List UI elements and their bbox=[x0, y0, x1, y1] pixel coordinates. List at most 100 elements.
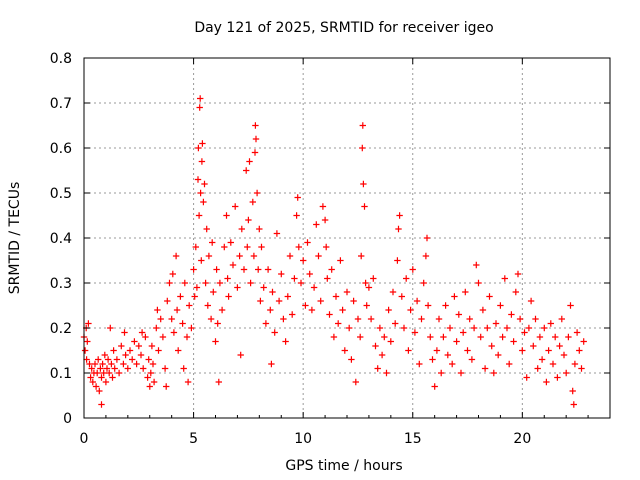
data-point bbox=[243, 167, 250, 174]
data-point bbox=[249, 198, 256, 206]
data-point bbox=[363, 302, 370, 309]
x-tick-labels: 0 5 10 15 20 bbox=[80, 431, 532, 447]
data-point bbox=[405, 347, 412, 354]
data-point bbox=[169, 270, 176, 278]
data-point bbox=[460, 329, 467, 336]
data-point bbox=[264, 266, 272, 273]
data-point bbox=[470, 324, 478, 332]
data-point bbox=[120, 360, 127, 368]
data-point bbox=[378, 351, 386, 359]
data-point bbox=[240, 266, 248, 273]
data-point bbox=[196, 104, 203, 111]
data-point bbox=[323, 243, 330, 251]
data-point bbox=[431, 383, 438, 390]
data-point bbox=[294, 194, 301, 201]
data-point bbox=[161, 365, 169, 372]
data-point bbox=[510, 338, 517, 345]
data-point bbox=[521, 329, 528, 336]
y-tick-label: 0.4 bbox=[50, 231, 72, 247]
data-point bbox=[246, 158, 253, 165]
data-point bbox=[455, 311, 462, 318]
axis-ticks bbox=[83, 57, 610, 419]
data-point bbox=[343, 288, 351, 296]
data-point bbox=[326, 311, 333, 318]
data-point bbox=[150, 378, 158, 386]
data-point bbox=[138, 329, 146, 336]
data-point bbox=[435, 315, 443, 323]
plot-frame bbox=[83, 57, 611, 419]
data-point bbox=[89, 378, 96, 386]
data-point bbox=[238, 225, 245, 233]
data-point bbox=[221, 243, 228, 251]
x-tick-label: 20 bbox=[513, 431, 531, 447]
data-point bbox=[170, 329, 178, 336]
data-point bbox=[229, 261, 237, 269]
data-point bbox=[92, 383, 100, 390]
data-point bbox=[479, 306, 487, 314]
data-point bbox=[499, 333, 506, 341]
data-point bbox=[142, 333, 149, 341]
data-point bbox=[175, 347, 182, 354]
data-point bbox=[81, 347, 89, 354]
data-point bbox=[218, 306, 226, 314]
data-point bbox=[297, 279, 305, 287]
data-point bbox=[97, 365, 104, 372]
data-point bbox=[245, 216, 252, 224]
data-point bbox=[389, 288, 397, 296]
data-point bbox=[271, 329, 278, 336]
data-point bbox=[525, 324, 533, 332]
data-point bbox=[310, 284, 318, 291]
y-tick-label: 0.2 bbox=[50, 321, 72, 337]
data-point bbox=[201, 180, 208, 188]
data-point bbox=[365, 284, 373, 291]
data-point bbox=[154, 306, 161, 314]
data-point bbox=[346, 324, 353, 332]
data-point bbox=[358, 252, 365, 260]
data-point bbox=[108, 360, 115, 368]
data-point bbox=[209, 239, 216, 246]
data-point bbox=[416, 360, 423, 368]
data-point bbox=[429, 356, 436, 363]
data-point bbox=[341, 347, 348, 354]
data-point bbox=[166, 279, 173, 287]
data-point bbox=[100, 369, 107, 377]
data-point bbox=[200, 198, 207, 206]
x-tick-label: 5 bbox=[189, 431, 198, 447]
data-point bbox=[571, 360, 579, 368]
data-point bbox=[149, 360, 157, 368]
data-point bbox=[532, 315, 539, 323]
data-point bbox=[446, 324, 454, 332]
data-point bbox=[181, 279, 188, 287]
data-point bbox=[554, 374, 561, 381]
data-point bbox=[159, 333, 167, 341]
y-tick-label: 0.3 bbox=[50, 276, 72, 292]
data-point bbox=[282, 338, 289, 345]
data-point bbox=[519, 347, 526, 354]
data-point bbox=[317, 297, 324, 305]
data-point bbox=[205, 252, 213, 260]
data-point bbox=[234, 284, 241, 291]
data-point bbox=[306, 270, 313, 278]
data-point bbox=[413, 297, 421, 305]
data-point bbox=[348, 356, 355, 363]
data-point bbox=[168, 315, 175, 323]
data-point bbox=[98, 401, 105, 408]
x-tick-label: 10 bbox=[294, 431, 312, 447]
data-point bbox=[569, 387, 576, 395]
data-point bbox=[102, 378, 110, 386]
data-point bbox=[153, 324, 160, 332]
data-point bbox=[580, 338, 587, 345]
data-point bbox=[411, 329, 419, 336]
data-point bbox=[337, 257, 344, 264]
data-point bbox=[376, 324, 384, 332]
data-point bbox=[547, 320, 554, 327]
data-point bbox=[268, 360, 275, 368]
data-point bbox=[433, 347, 441, 354]
data-point bbox=[442, 302, 449, 309]
data-point bbox=[398, 293, 405, 300]
data-point bbox=[115, 369, 123, 377]
data-point bbox=[101, 351, 108, 359]
data-point bbox=[541, 324, 548, 332]
data-point bbox=[257, 297, 264, 305]
data-point bbox=[157, 315, 164, 323]
